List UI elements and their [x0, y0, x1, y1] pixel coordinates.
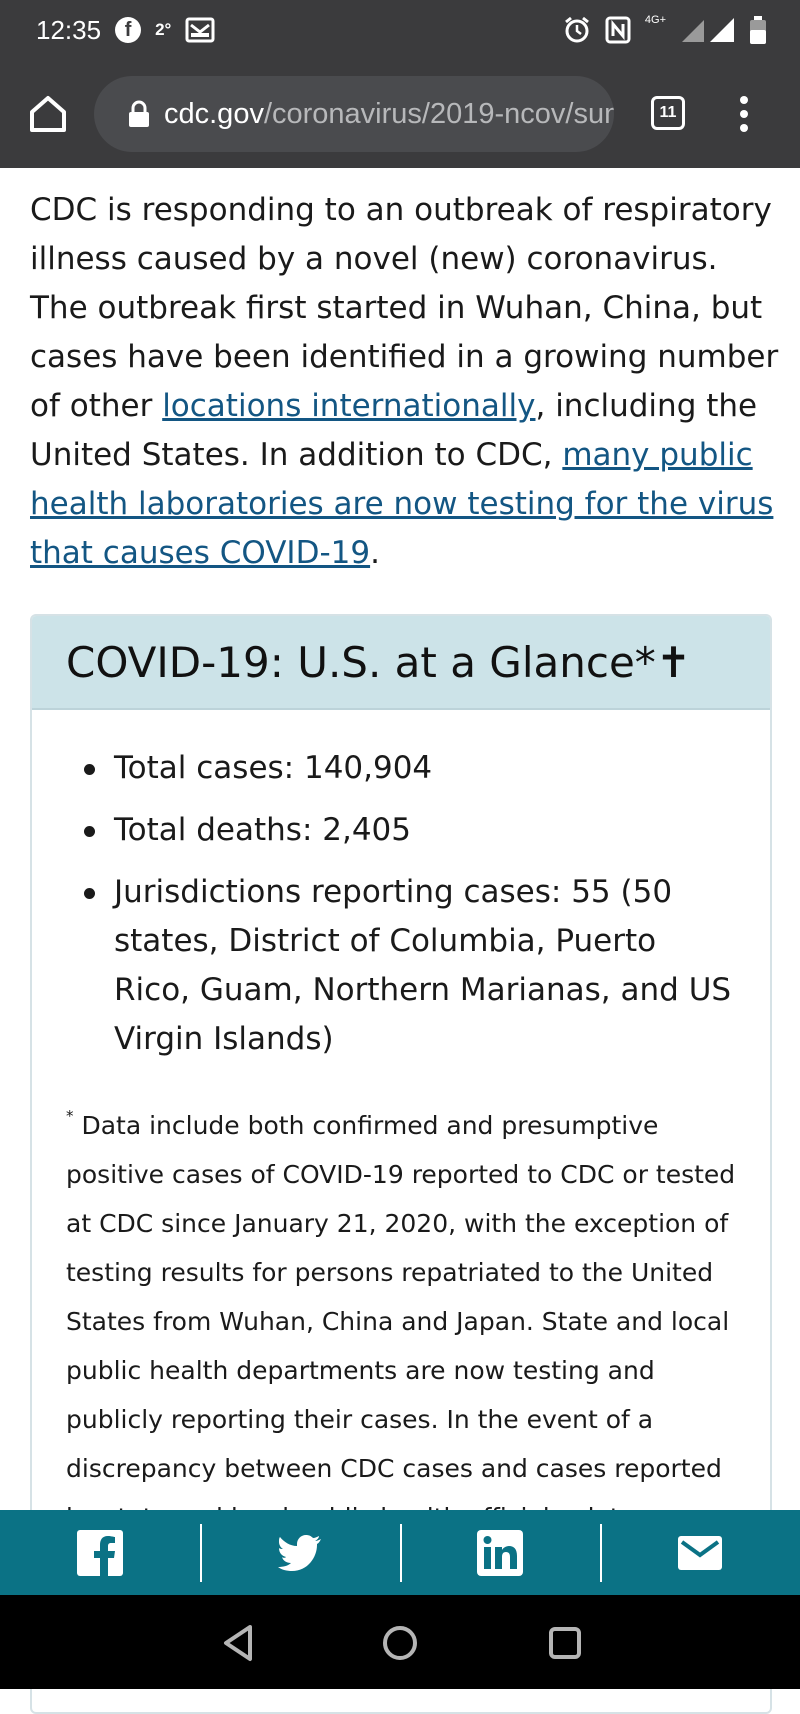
battery-icon: [750, 16, 766, 44]
browser-toolbar: cdc.gov/coronavirus/2019-ncov/summary.ht…: [0, 60, 800, 168]
email-icon: [678, 1535, 722, 1570]
home-nav-icon[interactable]: [380, 1623, 420, 1663]
mail-icon: [185, 17, 215, 43]
signal-icon: [682, 18, 734, 42]
share-bar: [0, 1510, 800, 1595]
overflow-menu-icon[interactable]: [732, 94, 756, 134]
lock-icon: [129, 100, 149, 127]
address-bar[interactable]: cdc.gov/coronavirus/2019-ncov/summary.ht…: [94, 76, 614, 152]
share-facebook-button[interactable]: [0, 1510, 200, 1595]
us-at-a-glance-box: COVID-19: U.S. at a Glance*✝ Total cases…: [30, 614, 772, 1714]
alarm-icon: [564, 16, 589, 43]
url-domain: cdc.gov: [164, 97, 264, 130]
intro-text-2: , including the United States. In additi…: [30, 388, 758, 473]
share-email-button[interactable]: [600, 1510, 800, 1595]
url-text: cdc.gov/coronavirus/2019-ncov/summary.ht…: [164, 98, 614, 131]
list-item-total-deaths: Total deaths: 2,405: [84, 806, 740, 855]
glance-header: COVID-19: U.S. at a Glance*✝: [32, 616, 770, 710]
glance-title-symbol: ✝: [655, 637, 692, 687]
status-bar: 12:35 f 2° 4G+: [0, 0, 800, 60]
list-item-total-cases: Total cases: 140,904: [84, 744, 740, 793]
url-path: /coronavirus/2019-ncov/summary.html: [263, 97, 614, 130]
linkedin-icon: [477, 1529, 523, 1576]
public-health-labs-link[interactable]: many public health laboratories are now …: [30, 437, 774, 571]
intro-text-1: CDC is responding to an outbreak of resp…: [30, 192, 779, 424]
status-right: 4G+: [563, 14, 766, 44]
footnote-marker: *: [66, 1107, 74, 1125]
network-type: 4G+: [644, 14, 666, 26]
glance-title: COVID-19: U.S. at a Glance*✝: [66, 638, 691, 687]
glance-list: Total cases: 140,904 Total deaths: 2,405…: [32, 710, 770, 1064]
tab-switcher-button[interactable]: 11: [651, 96, 685, 130]
facebook-icon: [77, 1529, 123, 1576]
intro-paragraph: CDC is responding to an outbreak of resp…: [30, 186, 780, 578]
intro-text-3: .: [370, 535, 380, 571]
back-icon[interactable]: [218, 1623, 258, 1663]
weather-temperature: 2°: [155, 20, 172, 39]
status-time: 12:35: [36, 14, 102, 45]
status-left: 12:35 f 2°: [36, 15, 215, 46]
locations-internationally-link[interactable]: locations internationally: [162, 388, 536, 424]
share-linkedin-button[interactable]: [400, 1510, 600, 1595]
recents-icon[interactable]: [545, 1623, 585, 1663]
facebook-icon: f: [115, 17, 142, 43]
twitter-icon: [278, 1534, 321, 1571]
glance-title-text: COVID-19: U.S. at a Glance*: [66, 637, 656, 687]
home-icon[interactable]: [26, 92, 70, 136]
share-twitter-button[interactable]: [200, 1510, 400, 1595]
system-navigation-bar: [0, 1595, 800, 1689]
nfc-icon: [605, 16, 631, 44]
list-item-jurisdictions: Jurisdictions reporting cases: 55 (50 st…: [84, 868, 740, 1064]
